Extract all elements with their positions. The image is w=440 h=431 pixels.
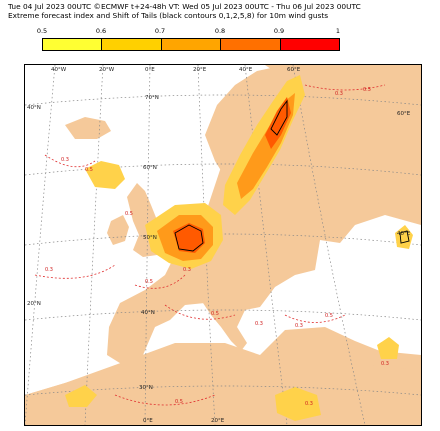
contour-label: 0.3 (255, 321, 263, 327)
colorbar-ticks: 0.5 0.6 0.7 0.8 0.9 1 (36, 27, 346, 37)
sot-contour-scandinavia (270, 99, 288, 136)
contour-label: 0.5 (175, 399, 183, 405)
colorbar-bin (102, 39, 162, 50)
contour-label: 0.3 (45, 267, 53, 273)
efi-low-levant (377, 337, 399, 359)
contour-label: 0.5 (145, 279, 153, 285)
colorbar-bin (280, 39, 340, 50)
efi-high-scandinavia (265, 97, 291, 149)
map-panel[interactable]: 40°W 20°W 0°E 20°E 40°E 60°E 0°E 20°E 40… (24, 64, 422, 426)
grid-lon-20w (84, 65, 104, 425)
lat-label-right: 60°E (397, 111, 411, 117)
map-svg: 40°W 20°W 0°E 20°E 40°E 60°E 0°E 20°E 40… (25, 65, 421, 425)
title-line-2: Extreme forecast index and Shift of Tail… (8, 11, 329, 20)
colorbar-tick: 0.9 (273, 27, 285, 35)
africa-north (25, 355, 421, 425)
efi-low-scotland (85, 161, 125, 189)
lon-label-top: 40°W (51, 67, 67, 73)
contour-label: 0.3 (335, 91, 343, 97)
grid-lon-40e (244, 65, 288, 425)
lon-label-top: 40°E (239, 67, 253, 73)
sot-contours (174, 99, 410, 252)
lon-label-top: 20°E (193, 67, 207, 73)
contour-label: 0.5 (325, 313, 333, 319)
contour-label: 0.3 (183, 267, 191, 273)
lat-label-right: 40°E (397, 231, 411, 237)
sot-contour-aegean (399, 230, 410, 244)
colorbar (42, 38, 340, 51)
colorbar-bin (43, 39, 103, 50)
colorbar-tick: 1 (335, 27, 341, 35)
europe-land (25, 65, 421, 425)
colorbar-tick: 0.5 (36, 27, 48, 35)
sot-contour-benelux (174, 224, 204, 252)
grid-lat-70n (25, 94, 421, 106)
lat-label-inner: 30°N (139, 385, 153, 391)
efi-high-benelux (173, 223, 205, 253)
colorbar-tick: 0.6 (95, 27, 107, 35)
map-labels: 40°W 20°W 0°E 20°E 40°E 60°E 0°E 20°E 40… (27, 67, 411, 424)
neg-contour-adriatic (284, 314, 346, 323)
negative-contours (34, 84, 386, 406)
neg-contour-biscay (134, 274, 186, 289)
grid-lon-40w (25, 65, 56, 425)
title-line-1: Tue 04 Jul 2023 00UTC ©ECMWF t+24-48h VT… (8, 2, 361, 11)
lon-label-top: 60°E (287, 67, 301, 73)
lon-label-top: 20°W (99, 67, 115, 73)
italy (203, 301, 247, 351)
lat-label-inner: 40°N (141, 310, 155, 316)
grid-lat-50n (25, 233, 421, 246)
lat-label-inner: 50°N (143, 235, 157, 241)
lat-label-left: 40°N (27, 105, 41, 111)
colorbar-tick: 0.8 (214, 27, 226, 35)
contour-label: 0.5 (125, 211, 133, 217)
lon-label-top: 0°E (145, 67, 155, 73)
grid-lat-60n (25, 163, 421, 176)
neg-contour-atlantic (34, 264, 116, 279)
contour-labels: 0.3 0.5 0.5 0.3 0.5 0.3 0.5 0.3 0.3 0.5 … (45, 87, 389, 407)
lat-label-inner: 70°N (145, 95, 159, 101)
colorbar-bin (221, 39, 281, 50)
neg-contour-med-west (164, 304, 236, 320)
grid-lon-60e (292, 65, 366, 425)
colorbar-bin (161, 39, 222, 50)
land-layer (25, 65, 421, 425)
iceland (65, 117, 111, 139)
grid-lon-0e (144, 65, 151, 425)
contour-label: 0.3 (381, 361, 389, 367)
colorbar-tick: 0.7 (154, 27, 166, 35)
grid-lat-40n (25, 309, 421, 321)
contour-label: 0.5 (85, 167, 93, 173)
efi-low-aegean (395, 225, 413, 249)
efi-low-iberia (65, 385, 97, 407)
lon-label-bottom: 20°E (211, 418, 225, 424)
efi-shading (65, 75, 413, 421)
contour-label: 0.3 (305, 401, 313, 407)
lat-label-inner: 60°N (143, 165, 157, 171)
neg-contour-atlantic-north (44, 154, 96, 168)
contour-label: 0.3 (61, 157, 69, 163)
scandinavia (205, 65, 287, 195)
contour-label: 0.3 (295, 323, 303, 329)
chart-title: Tue 04 Jul 2023 00UTC ©ECMWF t+24-48h VT… (8, 2, 438, 20)
lat-label-left: 20°N (27, 301, 41, 307)
efi-low-north-africa (275, 387, 321, 421)
contour-label: 0.5 (211, 311, 219, 317)
lon-label-bottom: 0°E (143, 418, 153, 424)
neg-contour-arctic (304, 84, 386, 91)
ireland (107, 215, 129, 245)
contour-label: 0.5 (363, 87, 371, 93)
